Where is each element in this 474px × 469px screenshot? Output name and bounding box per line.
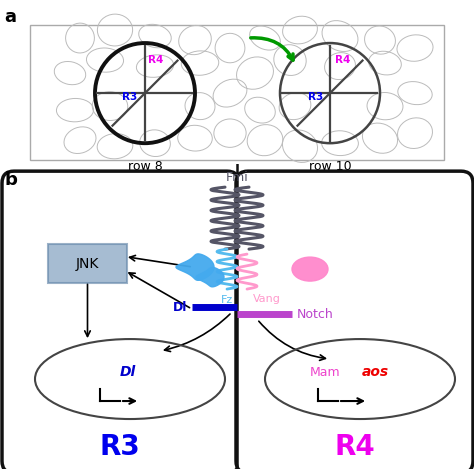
- Text: Fz: Fz: [221, 295, 233, 305]
- Text: R3: R3: [100, 433, 140, 461]
- Text: R4: R4: [148, 55, 164, 65]
- Text: Vang: Vang: [253, 294, 281, 304]
- Polygon shape: [196, 267, 224, 287]
- FancyBboxPatch shape: [236, 171, 473, 469]
- Ellipse shape: [292, 257, 328, 281]
- Text: R4: R4: [335, 433, 375, 461]
- Text: row 8: row 8: [128, 160, 163, 173]
- Text: JNK: JNK: [76, 257, 99, 271]
- Text: Mam: Mam: [310, 365, 340, 378]
- Text: Fmi: Fmi: [226, 171, 248, 184]
- FancyBboxPatch shape: [48, 244, 127, 283]
- Text: R3: R3: [122, 92, 137, 102]
- FancyBboxPatch shape: [2, 171, 239, 469]
- Text: aos: aos: [362, 365, 389, 379]
- Text: row 10: row 10: [309, 160, 351, 173]
- Text: R4: R4: [335, 55, 350, 65]
- Text: R3: R3: [308, 92, 323, 102]
- Text: b: b: [4, 171, 17, 189]
- Bar: [30, 25, 444, 160]
- Text: Notch: Notch: [297, 308, 334, 321]
- Polygon shape: [176, 254, 214, 280]
- Text: Dl: Dl: [120, 365, 136, 379]
- Text: a: a: [4, 8, 16, 26]
- Text: Dl: Dl: [173, 301, 187, 314]
